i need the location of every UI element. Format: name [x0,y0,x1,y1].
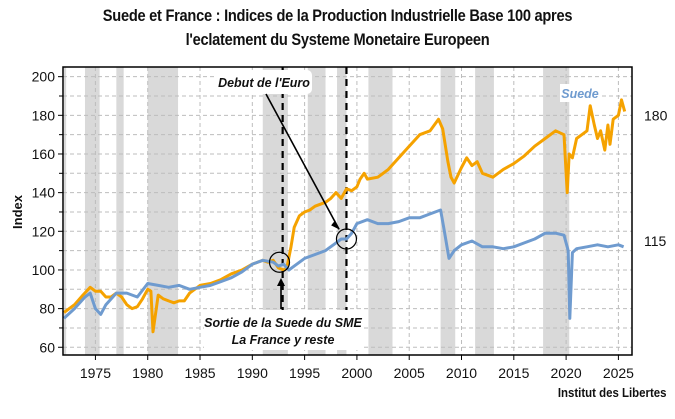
highlight-circle [335,228,358,250]
plot-frame [62,66,633,356]
recession-band [475,67,494,355]
recession-band [440,67,456,355]
y-tick-label: 80 [39,301,55,317]
annotation-box-euro [216,70,312,94]
event-lines [281,67,348,355]
y-tick-label: 160 [32,146,56,162]
x-tick-label: 1995 [289,365,320,381]
grid-lines [63,67,632,355]
x-tick-label: 2025 [603,365,634,381]
legend-label-suede: Suede [561,87,599,101]
x-tick-label: 1975 [80,365,111,381]
end-value-label-france: 115 [644,233,667,249]
recession-band [84,67,100,355]
annotation-sme-line-2: La France y reste [232,333,335,347]
recession-band [116,67,124,355]
series-line-france [62,208,625,320]
x-tick-label: 2015 [498,365,529,381]
y-tick-label: 120 [32,223,56,239]
x-tick-label: 1990 [237,365,268,381]
x-tick-label: 2010 [446,365,477,381]
y-tick-label: 180 [32,107,56,123]
annotations: 180 115 Debut de l'Euro Sortie de la Suede … [204,70,668,350]
recession-band [368,67,393,355]
annotation-sme-line-1: Sortie de la Suede du SME [204,316,362,330]
x-tick-label: 2005 [394,365,425,381]
y-tick-label: 140 [32,185,56,201]
annotation-euro: Debut de l'Euro [218,76,310,90]
legend-box-suede [560,84,600,102]
axes: 60 80 100 120 140 160 180 200 1975 1980 1985 1990 19… [32,66,634,381]
annotation-box-sme [204,310,362,350]
recession-band [307,67,326,355]
x-tick-label: 2020 [551,365,582,381]
series-lines [62,98,627,334]
y-tick-label: 200 [32,69,56,85]
y-tick-label: 100 [32,262,56,278]
arrowhead-sme [277,278,285,286]
recession-band [337,67,347,355]
title-line-1: Suede et France : Indices de la Producti… [102,6,573,25]
x-tick-label: 1985 [184,365,215,381]
x-tick-label: 1980 [132,365,163,381]
arrowhead-euro [331,220,340,230]
y-tick-label: 60 [39,339,55,355]
chart-title: Suede et France : Indices de la Producti… [47,4,628,52]
x-tick-label: 2000 [341,365,372,381]
series-line-suede [63,98,627,334]
highlight-circle [268,251,291,273]
annotation-arrow-euro [265,93,340,230]
end-value-label-suede: 180 [644,107,668,123]
recession-band [64,67,67,355]
source-credit: Institut des Libertes [558,385,667,400]
title-line-2: l'eclatement du Systeme Monetaire Europe… [185,30,490,49]
recession-band [543,67,570,355]
y-axis-label: Index [10,194,25,229]
